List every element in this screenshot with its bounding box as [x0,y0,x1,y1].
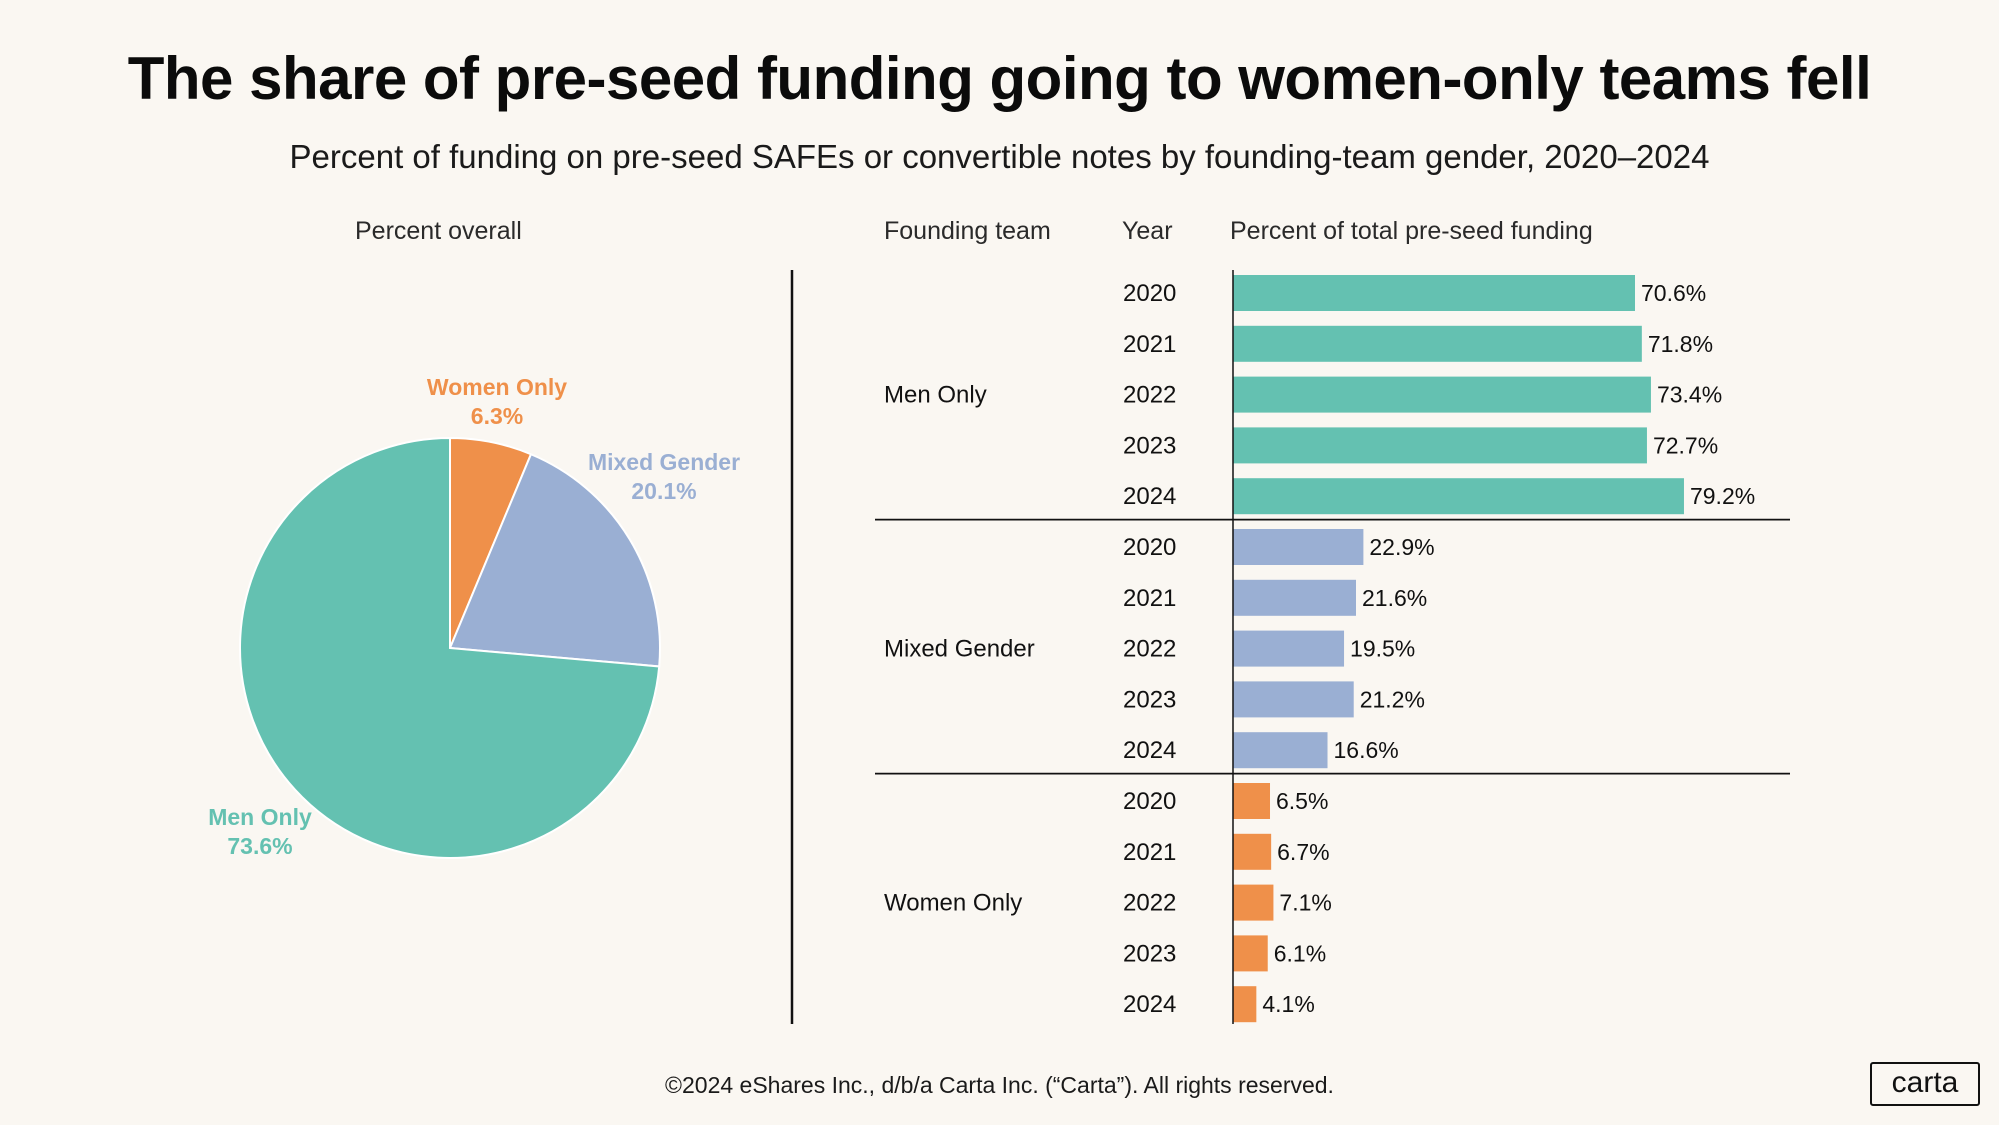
group-label-women-only: Women Only [884,890,1022,917]
bar-chart: 2020 70.6% 2021 71.8% 2022 73.4% 2023 72.7% 2024… [875,270,1790,1024]
bar-men-only-2021 [1233,325,1642,362]
year-label: 2020 [1123,788,1176,815]
pie-label-mixed-gender: Mixed Gender [588,449,740,475]
group-label-mixed-gender: Mixed Gender [884,636,1035,663]
pie-label-men-only: Men Only [208,804,312,830]
bar-value-label: 16.6% [1334,737,1399,763]
year-label: 2022 [1123,382,1176,409]
pie-slice-mixed-gender [448,452,661,668]
copyright-footer: ©2024 eShares Inc., d/b/a Carta Inc. (“C… [665,1072,1334,1098]
chart-subtitle: Percent of funding on pre-seed SAFEs or … [289,138,1710,175]
bar-mixed-gender-2024 [1233,732,1328,769]
bar-value-label: 6.1% [1274,940,1326,966]
bar-value-label: 21.2% [1360,686,1425,712]
bar-women-only-2023 [1233,935,1268,972]
bar-mixed-gender-2021 [1233,579,1356,616]
pie-chart: Women Only 6.3% Mixed Gender 20.1% Men Only 7… [208,374,740,859]
bar-mixed-gender-2022 [1233,630,1345,667]
bar-women-only-2022 [1233,884,1274,921]
year-label: 2020 [1123,280,1176,307]
pie-value-mixed-gender: 20.1% [631,478,696,504]
bar-value-label: 6.7% [1277,839,1329,865]
year-label: 2024 [1123,991,1176,1018]
year-label: 2023 [1123,940,1176,967]
chart-title: The share of pre-seed funding going to w… [127,45,1872,112]
bar-value-label: 72.7% [1653,432,1718,458]
bar-value-label: 70.6% [1641,280,1706,306]
year-label: 2021 [1123,331,1176,358]
bar-men-only-2023 [1233,427,1647,464]
year-label: 2021 [1123,839,1176,866]
bar-mixed-gender-2020 [1233,529,1364,565]
bar-men-only-2020 [1233,275,1635,311]
bar-men-only-2024 [1233,478,1684,515]
bar-value-label: 71.8% [1648,331,1713,357]
pie-label-women-only: Women Only [427,374,567,400]
year-label: 2021 [1123,585,1176,612]
bar-mixed-gender-2023 [1233,681,1354,718]
year-heading: Year [1122,217,1173,245]
year-label: 2022 [1123,890,1176,917]
bar-women-only-2020 [1233,783,1271,819]
year-label: 2023 [1123,686,1176,713]
group-label-men-only: Men Only [884,382,987,409]
percent-heading: Percent of total pre-seed funding [1230,217,1593,245]
pie-value-women-only: 6.3% [471,403,523,429]
pie-heading: Percent overall [355,217,522,245]
bar-value-label: 6.5% [1276,788,1328,814]
year-label: 2023 [1123,432,1176,459]
bar-value-label: 21.6% [1362,585,1427,611]
pie-value-men-only: 73.6% [227,833,292,859]
bar-women-only-2021 [1233,833,1272,870]
bar-value-label: 79.2% [1690,483,1755,509]
year-label: 2020 [1123,534,1176,561]
bar-value-label: 4.1% [1262,991,1314,1017]
bar-value-label: 19.5% [1350,636,1415,662]
year-label: 2022 [1123,636,1176,663]
bar-value-label: 7.1% [1279,890,1331,916]
carta-logo: carta [1870,1062,1980,1106]
founding-team-heading: Founding team [884,217,1051,245]
year-label: 2024 [1123,737,1176,764]
pie-slice-men-only [239,436,661,859]
year-label: 2024 [1123,483,1176,510]
bar-value-label: 73.4% [1657,382,1722,408]
bar-value-label: 22.9% [1369,534,1434,560]
bar-women-only-2024 [1233,986,1257,1023]
bar-men-only-2022 [1233,376,1651,413]
